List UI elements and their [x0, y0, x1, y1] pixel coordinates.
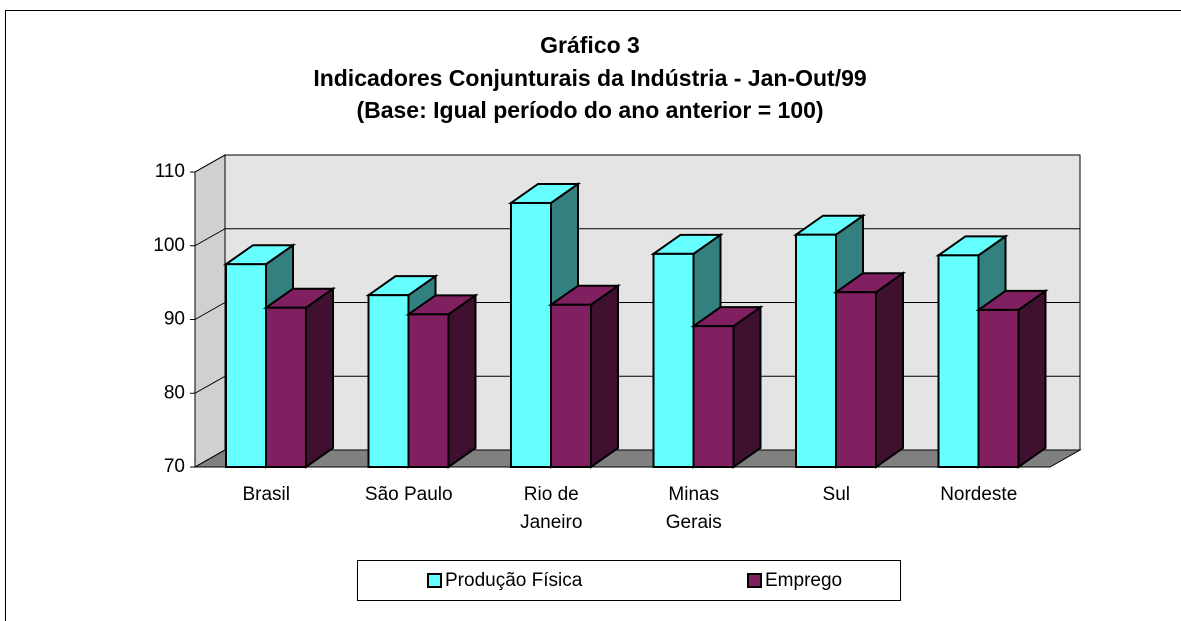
- grid-line: [194, 375, 226, 394]
- bar: [547, 283, 622, 469]
- bar: [832, 271, 907, 469]
- y-tick-label: 110: [155, 161, 185, 182]
- x-tick-label: Minas Gerais: [665, 484, 722, 533]
- bar: [690, 305, 764, 469]
- bar-front: [937, 254, 980, 468]
- bar-front: [692, 325, 735, 469]
- bar-side: [305, 286, 334, 469]
- chart-subtitle: (Base: Igual período do ano anterior = 1…: [356, 97, 823, 123]
- legend-box: [357, 560, 901, 601]
- grid-line: [194, 154, 226, 173]
- x-tick-label: Rio de Janeiro: [520, 484, 583, 533]
- chart-subtitle: Indicadores Conjunturais da Indústria - …: [313, 65, 866, 91]
- bar-side: [590, 283, 619, 469]
- legend-swatch: [747, 573, 762, 588]
- bar-front: [977, 308, 1020, 468]
- bar-side: [875, 271, 904, 469]
- bar-front: [225, 263, 267, 468]
- bar-front: [265, 306, 307, 469]
- grid-line: [194, 449, 226, 468]
- bar-front: [795, 233, 837, 468]
- bar: [405, 293, 479, 469]
- bar-front: [367, 294, 410, 468]
- grid-line: [194, 302, 226, 320]
- frame: [5, 10, 1181, 621]
- bar: [262, 286, 337, 469]
- x-tick-label: Sul: [822, 484, 850, 505]
- legend-label: Emprego: [765, 570, 842, 591]
- legend-label: Produção Física: [445, 570, 583, 591]
- bar-front: [550, 303, 592, 468]
- y-tick-label: 90: [164, 309, 185, 330]
- y-tick-label: 80: [164, 382, 185, 403]
- bar: [975, 288, 1049, 469]
- x-tick-label: São Paulo: [364, 484, 453, 505]
- legend-swatch: [427, 573, 442, 588]
- x-tick-label: Brasil: [242, 484, 290, 505]
- y-tick-label: 70: [164, 456, 185, 477]
- x-tick-label: Nordeste: [940, 484, 1018, 505]
- chart-title: Gráfico 3: [540, 32, 640, 58]
- bar-front: [510, 201, 552, 468]
- bar-front: [652, 252, 695, 468]
- bar-side: [1017, 288, 1047, 469]
- bar-side: [732, 305, 762, 469]
- bar-front: [835, 291, 877, 468]
- bar-front: [407, 313, 450, 468]
- y-tick-label: 100: [153, 235, 185, 256]
- bar-side: [447, 293, 477, 469]
- grid-line: [194, 228, 226, 247]
